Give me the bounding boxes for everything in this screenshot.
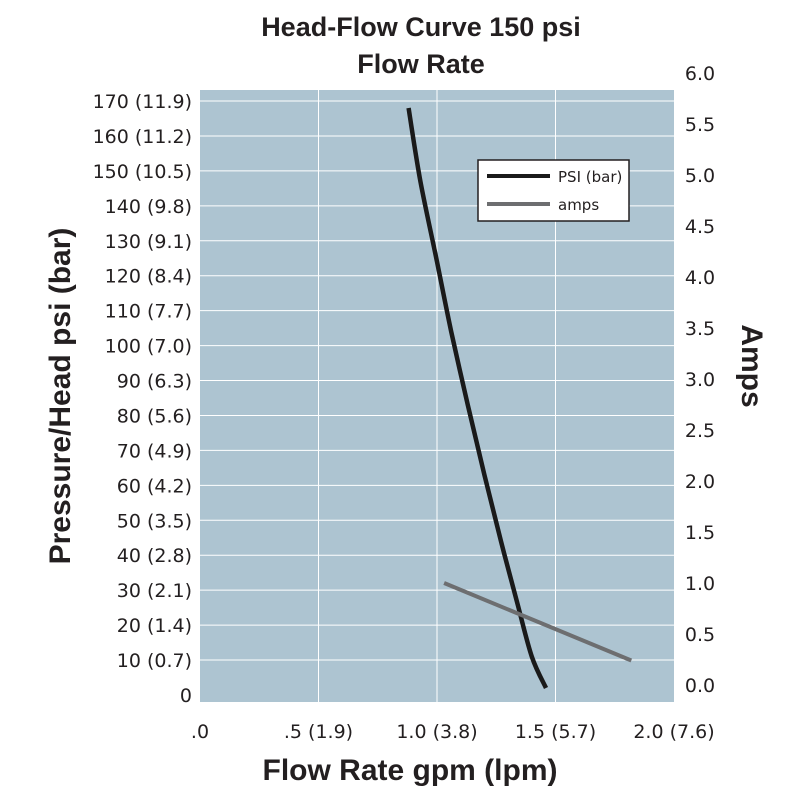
- x-axis-title: Flow Rate gpm (lpm): [263, 754, 558, 787]
- series-layer: [406, 107, 633, 689]
- y2-tick-label: 3.5: [685, 318, 715, 340]
- y2-tick-label: 5.5: [685, 114, 715, 136]
- x-axis-ticks: .0 .5 (1.9) 1.0 (3.8) 1.5 (5.7) 2.0 (7.6): [191, 721, 715, 743]
- y-tick-label: 170 (11.9): [93, 91, 192, 113]
- y2-tick-label: 2.5: [685, 420, 715, 442]
- y-tick-label: 0: [180, 685, 192, 707]
- y2-tick-label: 3.0: [685, 369, 715, 391]
- y2-tick-label: 4.0: [685, 267, 715, 289]
- y-tick-label: 120 (8.4): [105, 266, 192, 288]
- y-tick-label: 140 (9.8): [105, 196, 192, 218]
- x-tick-label: 1.5 (5.7): [515, 721, 596, 743]
- y-tick-label: 130 (9.1): [105, 231, 192, 253]
- y2-tick-label: 5.0: [685, 165, 715, 187]
- x-tick-label: .0: [191, 721, 209, 743]
- y2-tick-label: 6.0: [685, 63, 715, 85]
- y-tick-label: 10 (0.7): [117, 650, 192, 672]
- y-tick-label: 60 (4.2): [117, 475, 192, 497]
- y-tick-label: 20 (1.4): [117, 615, 192, 637]
- grid-lines: [200, 90, 674, 702]
- y-tick-label: 30 (2.1): [117, 580, 192, 602]
- y2-axis-ticks: 6.0 5.5 5.0 4.5 4.0 3.5 3.0 2.5 2.0 1.5 1.0 0.5 0.0: [685, 63, 715, 697]
- y-tick-label: 90 (6.3): [117, 371, 192, 393]
- y-tick-label: 80 (5.6): [117, 405, 192, 427]
- series-line-psi: [406, 107, 549, 689]
- y-tick-label: 150 (10.5): [93, 161, 192, 183]
- legend-label-psi: PSI (bar): [558, 168, 622, 186]
- series-line-amps: [443, 581, 633, 663]
- y2-axis-title: Amps: [735, 324, 768, 407]
- y2-tick-label: 4.5: [685, 216, 715, 238]
- y2-tick-label: 0.5: [685, 624, 715, 646]
- y-tick-label: 160 (11.2): [93, 126, 192, 148]
- x-tick-label: .5 (1.9): [284, 721, 353, 743]
- y2-tick-label: 1.5: [685, 522, 715, 544]
- y2-tick-label: 2.0: [685, 471, 715, 493]
- y2-tick-label: 0.0: [685, 675, 715, 697]
- x-tick-label: 2.0 (7.6): [633, 721, 714, 743]
- chart-title: Head-Flow Curve 150 psi: [261, 12, 581, 42]
- y2-tick-label: 1.0: [685, 573, 715, 595]
- chart-subtitle: Flow Rate: [357, 49, 485, 79]
- y-tick-label: 100 (7.0): [105, 336, 192, 358]
- y-tick-label: 70 (4.9): [117, 440, 192, 462]
- y-axis-ticks: 170 (11.9) 160 (11.2) 150 (10.5) 140 (9.8) 1…: [93, 91, 192, 707]
- legend-box: [477, 159, 630, 222]
- y-tick-label: 40 (2.8): [117, 545, 192, 567]
- x-tick-label: 1.0 (3.8): [396, 721, 477, 743]
- y-tick-label: 50 (3.5): [117, 510, 192, 532]
- legend-label-amps: amps: [558, 196, 599, 214]
- y-tick-label: 110 (7.7): [105, 301, 192, 323]
- legend: PSI (bar) amps: [477, 159, 630, 222]
- y-axis-title: Pressure/Head psi (bar): [44, 228, 77, 565]
